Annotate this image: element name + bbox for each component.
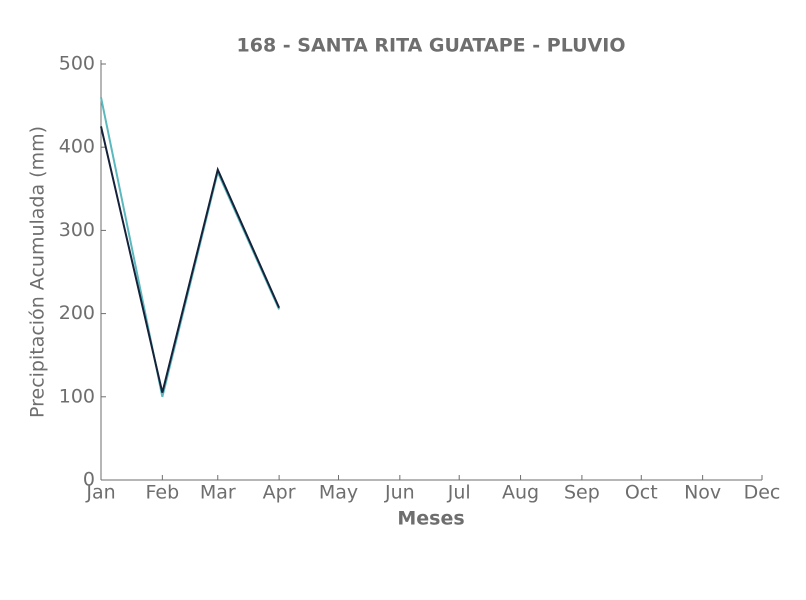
y-tick-label: 500 (59, 53, 95, 75)
y-tick-label: 100 (59, 385, 95, 407)
x-tick-label: Dec (744, 482, 781, 504)
x-tick-label: Aug (502, 482, 539, 504)
y-tick-label: 300 (59, 219, 95, 241)
series-line (100, 126, 281, 393)
x-tick-label: May (319, 482, 358, 504)
x-tick-label: Jun (384, 482, 415, 504)
x-tick-label: Apr (263, 482, 296, 504)
x-axis-label: Meses (397, 508, 464, 530)
x-tick-label: Nov (684, 482, 721, 504)
y-axis-label: Precipitación Acumulada (mm) (27, 126, 49, 418)
x-tick-label: Sep (564, 482, 600, 504)
x-tick-label: Feb (146, 482, 180, 504)
chart-title: 168 - SANTA RITA GUATAPE - PLUVIO (237, 35, 626, 57)
y-tick-label: 200 (59, 302, 95, 324)
y-tick-label: 400 (59, 136, 95, 158)
y-tick-label: 0 (83, 469, 95, 491)
x-tick-label: Oct (625, 482, 658, 504)
x-tick-label: Jul (447, 482, 471, 504)
x-tick-label: Mar (200, 482, 236, 504)
x-tick-label: Jan (85, 482, 115, 504)
